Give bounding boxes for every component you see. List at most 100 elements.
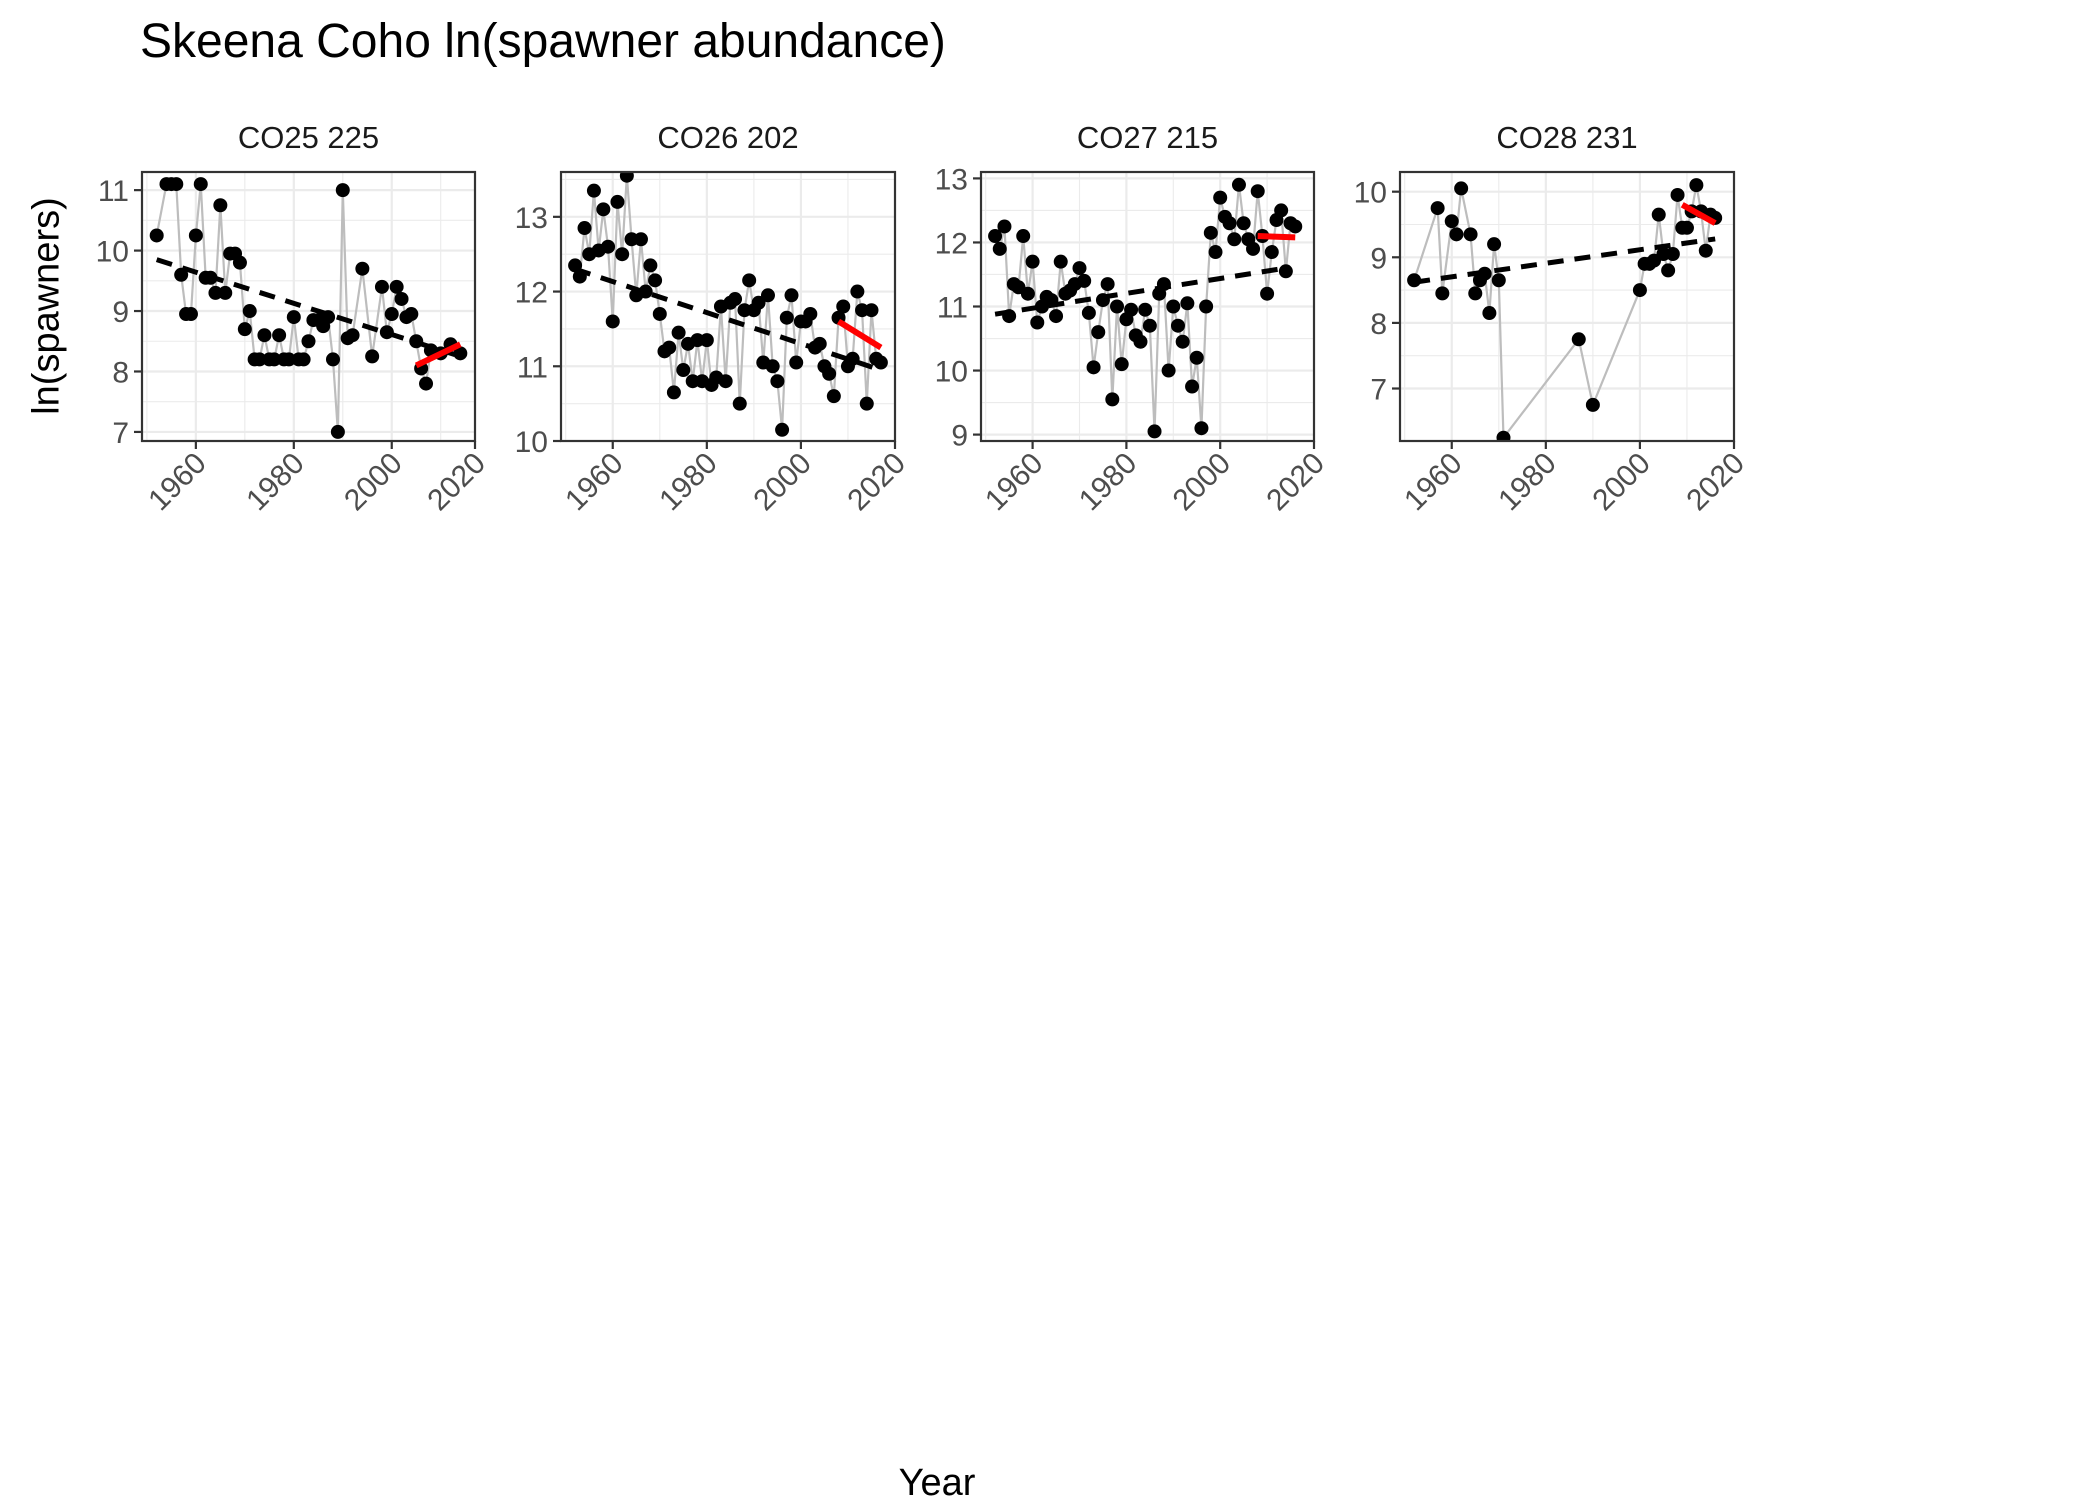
x-tick-label: 1960 <box>142 447 213 518</box>
data-point <box>572 269 587 284</box>
data-point <box>988 229 1003 244</box>
data-point <box>751 295 766 310</box>
data-point <box>203 270 218 285</box>
data-point <box>355 261 370 276</box>
x-tick-label: 2020 <box>421 447 492 518</box>
x-tick-label: 1980 <box>1073 447 1144 518</box>
facet-panel-3: CO27 215 9 10 11 12 13 1960 1980 2000 2020 <box>935 120 1331 517</box>
data-point <box>1161 363 1176 378</box>
data-point <box>1430 201 1445 216</box>
data-point <box>779 310 794 325</box>
data-point <box>1030 315 1045 330</box>
data-point <box>1665 247 1680 262</box>
data-point <box>760 288 775 303</box>
data-point <box>1147 424 1162 439</box>
data-point <box>643 258 658 273</box>
data-point <box>1002 309 1017 324</box>
facet-strip-label: CO27 215 <box>1077 120 1218 155</box>
data-point <box>321 310 336 325</box>
data-point <box>812 336 827 351</box>
x-tick-label: 1980 <box>1492 447 1563 518</box>
data-point <box>1468 286 1483 301</box>
data-point <box>1689 178 1704 193</box>
data-point <box>732 396 747 411</box>
y-tick-label: 9 <box>112 296 129 329</box>
data-point <box>345 328 360 343</box>
panel-border <box>559 170 897 443</box>
data-point <box>1100 277 1115 292</box>
x-tick-label: 2000 <box>747 447 818 518</box>
data-point <box>1274 203 1289 218</box>
x-axis-label: Year <box>898 1462 976 1504</box>
data-point <box>836 299 851 314</box>
data-point <box>325 352 340 367</box>
panel-border <box>140 170 477 443</box>
data-point <box>770 374 785 389</box>
data-point <box>1142 318 1157 333</box>
data-point <box>394 291 409 306</box>
data-point <box>633 232 648 247</box>
data-point <box>596 202 611 217</box>
data-point <box>301 334 316 349</box>
y-tick-label: 11 <box>517 351 548 384</box>
data-point <box>1278 264 1293 279</box>
facet-strip-label: CO26 202 <box>657 120 798 155</box>
data-point <box>1166 299 1181 314</box>
data-point <box>1651 207 1666 222</box>
y-tick-label: 9 <box>951 420 968 453</box>
data-point <box>1435 286 1450 301</box>
data-point <box>1114 357 1129 372</box>
data-point <box>272 328 287 343</box>
data-point <box>1477 266 1492 281</box>
data-point <box>1454 181 1469 196</box>
data-point <box>1185 379 1200 394</box>
data-point <box>1138 302 1153 317</box>
data-point <box>1110 299 1125 314</box>
series-line <box>1413 184 1716 441</box>
data-point <box>671 325 686 340</box>
trend-line-recent <box>1680 202 1717 226</box>
x-tick-label: 2000 <box>1167 447 1238 518</box>
data-point <box>873 355 888 370</box>
data-point <box>252 352 267 367</box>
data-point <box>286 310 301 325</box>
data-point <box>775 422 790 437</box>
y-tick-label: 8 <box>1370 308 1387 341</box>
y-tick-label: 12 <box>515 277 548 310</box>
data-point <box>1491 273 1506 288</box>
x-tick-label: 1960 <box>979 447 1050 518</box>
facet-strip-label: CO25 225 <box>238 120 379 155</box>
data-point <box>699 333 714 348</box>
facet-panel-4: CO28 231 7 8 9 10 1960 1980 2000 2020 <box>1354 120 1751 517</box>
data-point <box>1213 190 1228 205</box>
data-point <box>281 352 296 367</box>
data-point <box>1250 184 1265 199</box>
data-point <box>1170 318 1185 333</box>
trend-line-recent <box>1257 233 1296 241</box>
data-point <box>1236 216 1251 231</box>
data-point <box>296 352 311 367</box>
data-point <box>330 424 345 439</box>
facet-strip-label: CO28 231 <box>1496 120 1637 155</box>
x-tick-label: 2020 <box>1260 447 1331 518</box>
data-point <box>850 284 865 299</box>
data-point <box>638 284 653 299</box>
data-point <box>1496 430 1511 441</box>
data-point <box>864 303 879 318</box>
data-point <box>1105 392 1120 407</box>
data-point <box>1053 254 1068 269</box>
x-tick-label: 1980 <box>653 447 724 518</box>
data-point <box>267 352 282 367</box>
y-tick-label: 12 <box>935 227 968 260</box>
data-point <box>859 396 874 411</box>
data-point <box>389 279 404 294</box>
data-point <box>826 389 841 404</box>
x-tick-label: 2000 <box>338 447 409 518</box>
x-tick-label: 2020 <box>841 447 912 518</box>
data-point <box>568 258 583 273</box>
x-tick-label: 1980 <box>240 447 311 518</box>
data-point <box>1288 219 1303 234</box>
trend-line-recent <box>414 341 462 369</box>
data-point <box>1632 283 1647 298</box>
